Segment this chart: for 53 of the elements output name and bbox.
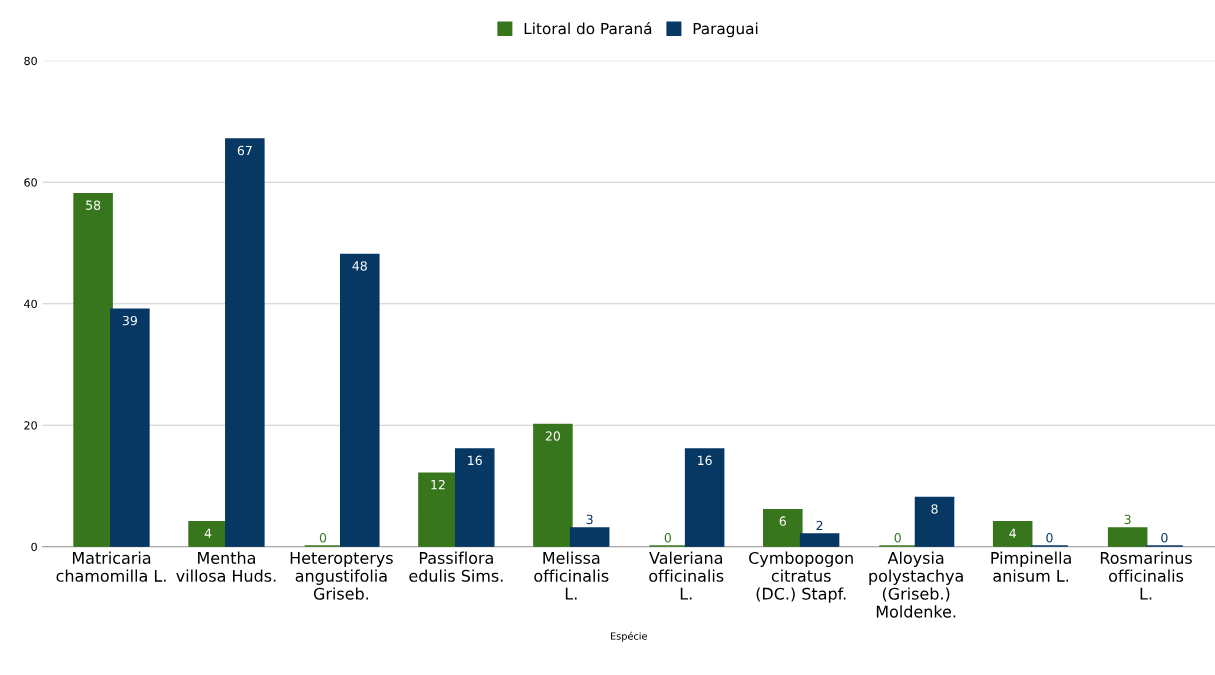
- data-label: 12: [431, 479, 445, 490]
- x-tick-label: Matricaria chamomilla L.: [56, 551, 166, 582]
- data-label: 0: [1161, 532, 1168, 543]
- x-tick-label: Cymbopogon citratus (DC.) Stapf.: [749, 551, 853, 603]
- data-label: 0: [664, 532, 671, 543]
- x-tick-label: Valeriana officinalis L.: [649, 551, 724, 600]
- x-tick-label: Rosmarinus officinalis L.: [1100, 551, 1192, 600]
- bar: [73, 193, 113, 547]
- y-tick-label: 40: [24, 299, 37, 309]
- bar: [914, 496, 955, 547]
- data-label: 67: [237, 145, 252, 156]
- data-label: 39: [122, 315, 137, 326]
- y-tick-label: 80: [24, 56, 37, 66]
- x-axis-title: Espécie: [611, 631, 647, 642]
- bar: [569, 527, 610, 547]
- x-tick-label: Pimpinella anisum L.: [991, 551, 1071, 582]
- data-label: 16: [468, 455, 482, 466]
- bar: [418, 472, 458, 547]
- data-label: 6: [779, 516, 786, 526]
- y-tick-label: 0: [31, 542, 37, 552]
- bar: [799, 533, 840, 547]
- data-label: 58: [86, 200, 101, 210]
- data-label: 0: [1046, 532, 1053, 543]
- bar: [992, 521, 1033, 547]
- data-label: 3: [586, 514, 593, 525]
- data-label: 4: [1009, 528, 1016, 538]
- data-label: 16: [698, 455, 712, 466]
- data-label: 20: [545, 431, 561, 441]
- data-label: 0: [894, 532, 901, 543]
- bar: [188, 521, 228, 547]
- data-label: 4: [204, 528, 212, 538]
- bar: [110, 308, 150, 547]
- x-tick-label: Melissa officinalis L.: [534, 551, 609, 600]
- bar: [454, 448, 495, 547]
- x-tick-label: Heteropterys angustifolia Griseb.: [290, 552, 393, 600]
- y-tick-label: 20: [24, 421, 37, 430]
- data-label: 48: [352, 261, 367, 271]
- y-tick-label: 60: [24, 178, 37, 187]
- bar: [225, 138, 265, 547]
- bar: [340, 253, 380, 547]
- data-label: 8: [931, 504, 938, 514]
- x-tick-label: Passiflora edulis Sims.: [409, 551, 503, 582]
- bar: [1107, 527, 1148, 547]
- data-label: 0: [319, 532, 327, 543]
- data-label: 2: [816, 520, 823, 531]
- legend-label: Litoral do Paraná: [524, 21, 652, 35]
- legend-label: Paraguai: [693, 22, 758, 38]
- bar: [763, 508, 803, 547]
- x-tick-label: Mentha villosa Huds.: [176, 551, 276, 582]
- data-label: 3: [1124, 514, 1131, 525]
- bar: [684, 448, 725, 547]
- x-tick-label: Aloysia polystachya (Griseb.) Moldenke.: [869, 551, 963, 618]
- bar: [533, 423, 573, 547]
